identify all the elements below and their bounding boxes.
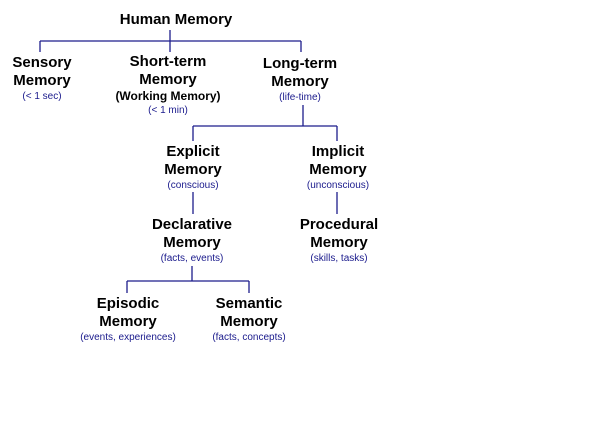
node-title-line1: Semantic [215, 295, 283, 312]
node-procedural-memory: Procedural Memory (skills, tasks) [300, 216, 378, 265]
node-semantic-memory: Semantic Memory (facts, concepts) [212, 295, 285, 344]
node-title-line2: Memory [310, 234, 368, 251]
node-title-line2: Memory [309, 161, 367, 178]
node-title-line2: Memory [139, 71, 197, 88]
node-title-line2: Memory [220, 313, 278, 330]
node-note: (unconscious) [306, 180, 370, 191]
node-short-term-memory: Short-term Memory (Working Memory) (< 1 … [115, 53, 220, 117]
node-sensory-memory: Sensory Memory (< 1 sec) [12, 54, 71, 103]
node-title-line1: Procedural [299, 216, 379, 233]
node-title-line2: Memory [13, 72, 71, 89]
node-title-line1: Short-term [129, 53, 207, 70]
node-title-line2: Memory [163, 234, 221, 251]
node-title-line1: Implicit [311, 143, 365, 160]
node-note: (< 1 min) [148, 105, 188, 116]
node-note: (conscious) [167, 180, 219, 191]
node-long-term-memory: Long-term Memory (life-time) [263, 55, 337, 104]
node-human-memory: Human Memory [120, 11, 233, 29]
node-declarative-memory: Declarative Memory (facts, events) [152, 216, 232, 265]
node-subtitle: (Working Memory) [115, 89, 221, 103]
node-title: Human Memory [119, 11, 233, 28]
node-title-line2: Memory [99, 313, 157, 330]
node-note: (< 1 sec) [22, 91, 62, 102]
node-title-line2: Memory [164, 161, 222, 178]
node-note: (facts, events) [160, 253, 224, 264]
node-title-line1: Sensory [12, 54, 72, 71]
node-title-line1: Long-term [262, 55, 338, 72]
node-title-line1: Declarative [151, 216, 233, 233]
node-title-line1: Episodic [96, 295, 160, 312]
node-implicit-memory: Implicit Memory (unconscious) [307, 143, 369, 192]
node-episodic-memory: Episodic Memory (events, experiences) [80, 295, 176, 344]
node-note: (skills, tasks) [310, 253, 368, 264]
node-explicit-memory: Explicit Memory (conscious) [164, 143, 222, 192]
node-note: (events, experiences) [80, 332, 176, 343]
node-note: (life-time) [279, 92, 321, 103]
node-title-line2: Memory [271, 73, 329, 90]
node-note: (facts, concepts) [212, 332, 286, 343]
node-title-line1: Explicit [166, 143, 220, 160]
